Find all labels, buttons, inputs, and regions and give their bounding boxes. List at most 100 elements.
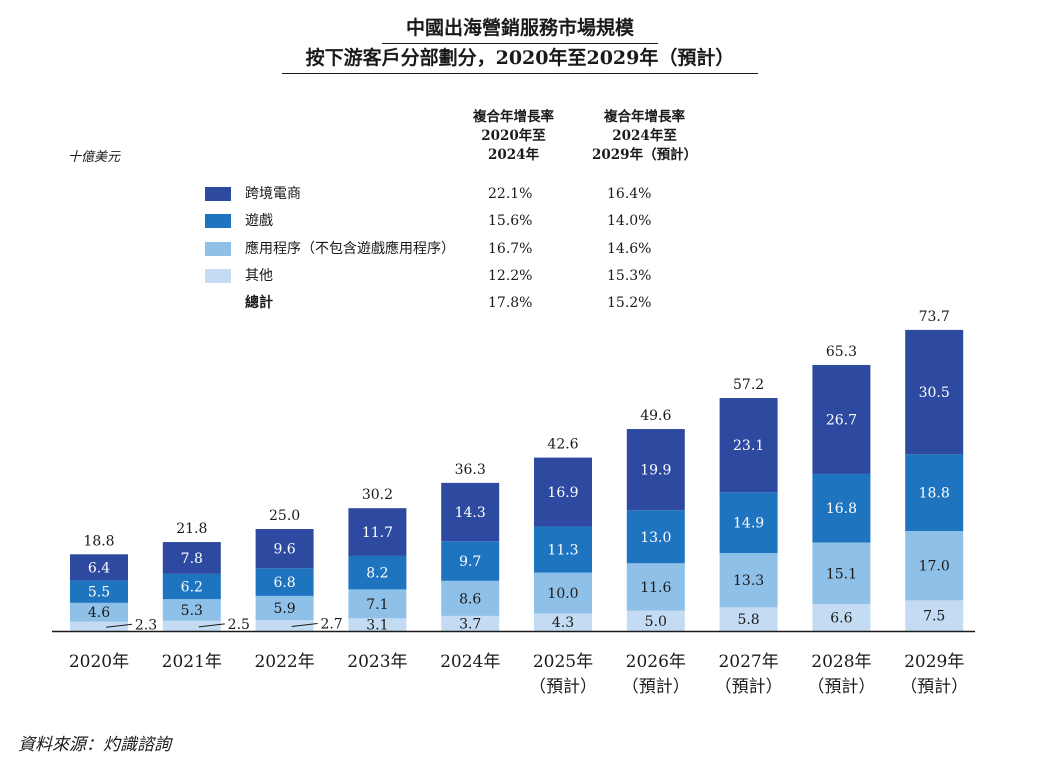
bar-segment — [162, 573, 221, 600]
x-tick-label: 2025年 — [533, 652, 593, 672]
segment-value-label: 14.3 — [455, 505, 486, 521]
bar-segment — [812, 364, 871, 474]
bar-segment — [441, 580, 500, 616]
segment-value-label: 2.5 — [228, 617, 250, 633]
segment-value-label: 6.4 — [88, 560, 110, 576]
total-value-label: 57.2 — [733, 377, 764, 393]
bar-segment — [255, 568, 314, 596]
bar-segment — [626, 610, 685, 631]
bar-segment — [719, 492, 778, 554]
segment-value-label: 6.6 — [830, 611, 852, 627]
bar-segment — [348, 618, 407, 631]
segment-value-label: 16.8 — [826, 501, 857, 517]
segment-value-label: 4.3 — [552, 615, 574, 631]
legend-label: 其他 — [245, 268, 273, 284]
x-tick-label: 2027年 — [718, 652, 778, 672]
bar-segment — [255, 595, 314, 620]
segment-value-label: 2.3 — [135, 617, 157, 633]
bar-segment — [626, 510, 685, 564]
legend-cagr-2024-2029: 15.3% — [607, 268, 652, 284]
bar-segment — [905, 531, 964, 601]
bar-segment — [534, 572, 592, 614]
segment-value-label: 7.1 — [366, 597, 388, 613]
bar-segment — [534, 457, 592, 527]
bar-segment — [812, 604, 871, 631]
legend-label: 應用程序（不包含遊戲應用程序） — [245, 241, 455, 257]
legend-swatch — [205, 187, 231, 201]
total-value-label: 36.3 — [455, 462, 486, 478]
total-value-label: 25.0 — [269, 508, 300, 524]
segment-value-label: 30.5 — [919, 385, 950, 401]
legend-cagr-2024-2029: 14.0% — [607, 213, 652, 229]
x-tick-label: （預計） — [807, 677, 875, 697]
leader-line — [105, 623, 133, 628]
bar-segment — [812, 542, 871, 605]
legend-cagr-2020-2024: 12.2% — [488, 268, 533, 284]
segment-value-label: 8.2 — [366, 566, 388, 582]
segment-value-label: 13.0 — [640, 530, 671, 546]
bar-segment — [162, 599, 221, 621]
x-tick-label: 2021年 — [162, 652, 222, 672]
segment-value-label: 5.3 — [181, 603, 203, 619]
total-value-label: 73.7 — [919, 309, 950, 325]
bar-segment — [905, 600, 964, 631]
bar-segment — [162, 542, 221, 574]
total-value-label: 65.3 — [826, 344, 857, 360]
segment-value-label: 26.7 — [826, 412, 857, 428]
bar-segment — [255, 619, 314, 631]
segment-value-label: 9.7 — [459, 554, 481, 570]
segment-value-label: 5.8 — [737, 612, 759, 628]
x-tick-label: 2022年 — [254, 652, 314, 672]
bar-segment — [70, 602, 128, 622]
segment-value-label: 2.7 — [320, 616, 342, 632]
bar-segment — [70, 580, 128, 603]
segment-value-label: 7.5 — [923, 609, 945, 625]
bar-segment — [348, 508, 407, 556]
bar-segment — [70, 554, 128, 581]
leader-line — [291, 622, 318, 627]
bar-segment — [905, 329, 964, 455]
bar-segment — [348, 555, 407, 590]
bar-segment — [719, 607, 778, 631]
legend-cagr-2020-2024: 22.1% — [488, 186, 533, 202]
chart-title-line2: 按下游客戶分部劃分，2020年至2029年（預計） — [305, 47, 735, 69]
legend-swatch — [205, 242, 231, 256]
total-value-label: 30.2 — [362, 487, 393, 503]
bar-segment — [441, 541, 500, 581]
bar-segment — [534, 526, 592, 573]
x-tick-label: 2028年 — [811, 652, 871, 672]
legend-swatch — [205, 214, 231, 228]
chart-title-line1: 中國出海營銷服務市場規模 — [405, 17, 634, 39]
legend-cagr-2024-2029: 16.4% — [607, 186, 652, 202]
bar-segment — [626, 563, 685, 611]
segment-value-label: 4.6 — [88, 605, 110, 621]
x-tick-label: 2029年 — [904, 652, 964, 672]
segment-value-label: 23.1 — [733, 438, 764, 454]
x-tick-label: （預計） — [900, 677, 968, 697]
segment-value-label: 9.6 — [273, 542, 295, 558]
total-value-label: 21.8 — [176, 521, 207, 537]
cagr-header-2024-2029: 複合年增長率 2024年至 2029年（預計） — [592, 109, 698, 163]
x-tick-label: 2023年 — [347, 652, 407, 672]
unit-label: 十億美元 — [68, 150, 121, 165]
segment-value-label: 7.8 — [181, 551, 203, 567]
bar-segment — [812, 473, 871, 543]
segment-value-label: 14.9 — [733, 516, 764, 532]
legend-cagr-2020-2024: 15.6% — [488, 213, 533, 229]
legend-cagr-2024-2029: 15.2% — [607, 295, 652, 311]
bar-segment — [70, 621, 128, 631]
x-tick-label: 2024年 — [440, 652, 500, 672]
segment-value-label: 19.9 — [640, 463, 671, 479]
segment-value-label: 11.3 — [547, 543, 578, 559]
source-note: 資料來源：灼識諮詢 — [18, 735, 171, 755]
total-value-label: 18.8 — [83, 533, 114, 549]
cagr-header-2020-2024: 複合年增長率 2020年至 2024年 — [473, 109, 554, 163]
legend-label: 總計 — [245, 295, 273, 311]
x-tick-label: 2026年 — [626, 652, 686, 672]
bar-segment — [441, 482, 500, 542]
title-underline-2 — [282, 73, 758, 74]
segment-value-label: 17.0 — [919, 559, 950, 575]
x-tick-label: （預計） — [715, 677, 783, 697]
legend-label: 遊戲 — [245, 213, 273, 229]
segment-value-label: 6.2 — [181, 580, 203, 596]
